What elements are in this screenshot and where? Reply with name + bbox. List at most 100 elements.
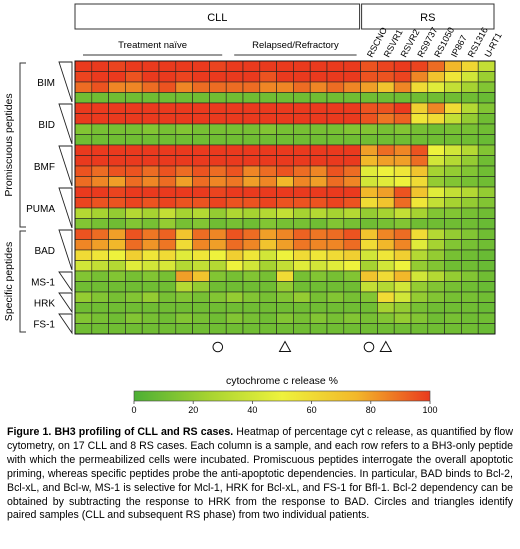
heatmap-cell (225, 186, 244, 198)
heatmap-cell (259, 134, 277, 146)
row-group-wedge (58, 187, 73, 229)
heatmap-cell (444, 102, 462, 114)
heatmap-cell (360, 165, 378, 177)
heatmap-cell (125, 144, 143, 156)
heatmap-cell (444, 113, 462, 125)
heatmap-cell (192, 249, 210, 261)
heatmap-cell (410, 176, 429, 188)
heatmap-cell (410, 71, 429, 83)
heatmap-cell (141, 92, 160, 104)
heatmap-cell (410, 60, 429, 72)
heatmap-cell (427, 249, 445, 261)
heatmap-cell (410, 123, 429, 135)
heatmap-cell (192, 176, 210, 188)
heatmap-cell (158, 239, 177, 251)
heatmap-cell (343, 291, 361, 303)
row-section-label: Specific peptides (3, 242, 15, 321)
heatmap-cell (427, 60, 445, 72)
heatmap-cell (393, 249, 412, 261)
heatmap-cell (74, 291, 93, 303)
circle-marker (363, 341, 375, 353)
heatmap-cell (175, 281, 193, 293)
heatmap-cell (293, 302, 311, 314)
heatmap-cell (108, 71, 126, 83)
heatmap-cell (309, 81, 328, 93)
heatmap-cell (343, 260, 361, 272)
heatmap-cell (276, 155, 294, 167)
heatmap-cell (360, 113, 378, 125)
heatmap-cell (108, 165, 126, 177)
heatmap-cell (91, 186, 109, 198)
heatmap-cell (74, 270, 93, 282)
heatmap-cell (91, 291, 109, 303)
heatmap-cell (175, 228, 193, 240)
heatmap-cell (444, 81, 462, 93)
heatmap-cell (209, 207, 227, 219)
heatmap-cell (326, 197, 345, 209)
heatmap-cell (259, 71, 277, 83)
heatmap-cell (393, 176, 412, 188)
heatmap-cell (326, 165, 345, 177)
heatmap-cell (141, 165, 160, 177)
heatmap-cell (242, 218, 261, 230)
heatmap-cell (91, 249, 109, 261)
heatmap-cell (192, 123, 210, 135)
heatmap-cell (175, 312, 193, 324)
heatmap-cell (74, 81, 93, 93)
heatmap-cell (309, 270, 328, 282)
heatmap-cell (309, 165, 328, 177)
heatmap-cell (209, 281, 227, 293)
heatmap-cell (343, 270, 361, 282)
heatmap-cell (461, 81, 479, 93)
group-header-label: RS (420, 12, 435, 24)
heatmap-cell (74, 249, 93, 261)
heatmap-cell (393, 71, 412, 83)
heatmap-cell (326, 123, 345, 135)
heatmap-cell (410, 249, 429, 261)
heatmap-cell (192, 323, 210, 335)
heatmap-cell (427, 113, 445, 125)
heatmap-cell (209, 134, 227, 146)
heatmap-cell (192, 207, 210, 219)
heatmap-cell (293, 71, 311, 83)
heatmap-cell (91, 60, 109, 72)
heatmap-cell (427, 260, 445, 272)
heatmap-cell (326, 239, 345, 251)
heatmap-cell (293, 207, 311, 219)
heatmap-cell (377, 197, 395, 209)
heatmap-cell (242, 71, 261, 83)
heatmap-cell (158, 92, 177, 104)
heatmap-cell (326, 207, 345, 219)
heatmap-cell (477, 165, 496, 177)
heatmap-cell (427, 92, 445, 104)
heatmap-cell (309, 218, 328, 230)
heatmap-cell (444, 123, 462, 135)
heatmap-cell (477, 281, 496, 293)
row-section: Specific peptides (3, 230, 26, 333)
heatmap-cell (461, 197, 479, 209)
heatmap-cell (377, 60, 395, 72)
heatmap-cell (141, 302, 160, 314)
heatmap-cell (276, 281, 294, 293)
heatmap-cell (74, 228, 93, 240)
heatmap-cell (461, 144, 479, 156)
heatmap-cell (158, 102, 177, 114)
heatmap-cell (309, 134, 328, 146)
heatmap-cell (74, 113, 93, 125)
heatmap-cell (108, 218, 126, 230)
heatmap-cell (377, 260, 395, 272)
heatmap-cell (125, 134, 143, 146)
heatmap-cell (461, 60, 479, 72)
heatmap-cell (343, 239, 361, 251)
heatmap-cell (74, 71, 93, 83)
heatmap-cell (393, 197, 412, 209)
heatmap-cell (175, 71, 193, 83)
heatmap-cell (360, 218, 378, 230)
row-group-wedge (58, 229, 73, 271)
heatmap-cell (242, 197, 261, 209)
heatmap-cell (225, 102, 244, 114)
heatmap-cell (360, 207, 378, 219)
heatmap-cell (393, 123, 412, 135)
heatmap-cell (74, 102, 93, 114)
